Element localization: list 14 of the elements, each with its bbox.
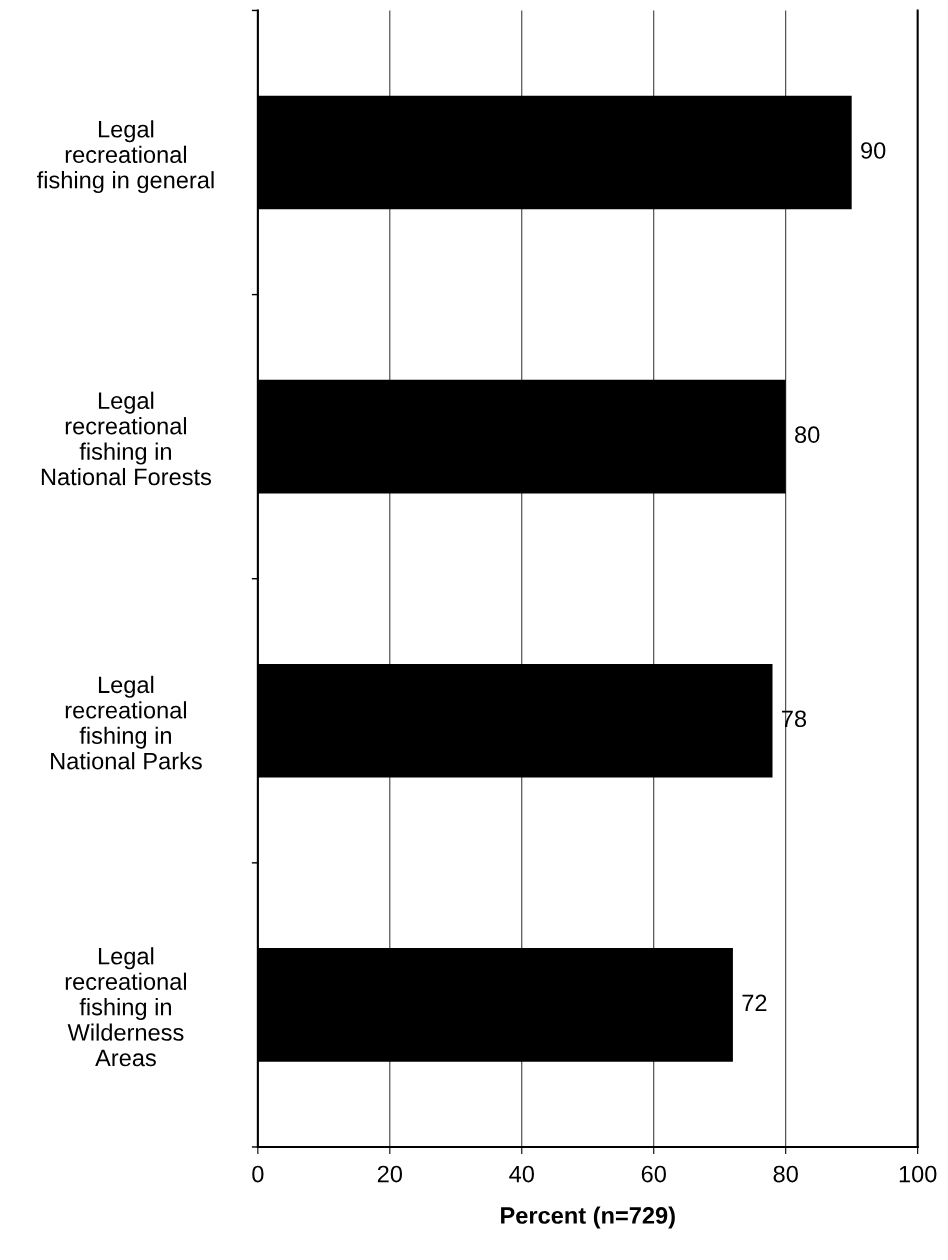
x-tick-label: 60 (641, 1165, 666, 1183)
x-tick-label: 0 (252, 1165, 264, 1183)
data-label: 90 (861, 142, 886, 159)
y-tick-label: Legal recreational fishing in National Parks (51, 675, 202, 770)
x-tick-label: 40 (509, 1165, 534, 1183)
y-tick-label: Legal recreational fishing in general (37, 120, 214, 194)
data-label: 80 (795, 426, 820, 443)
y-tick-label: Legal recreational fishing in Wilderness Areas (65, 947, 187, 1067)
x-tick-label: 20 (377, 1165, 403, 1183)
y-tick-label: Legal recreational fishing in National Forests (41, 391, 212, 486)
data-label: 72 (742, 994, 767, 1012)
x-axis-title: Percent (n=729) (501, 1206, 675, 1229)
x-tick-label: 100 (899, 1165, 937, 1183)
x-tick-label: 80 (773, 1165, 798, 1183)
